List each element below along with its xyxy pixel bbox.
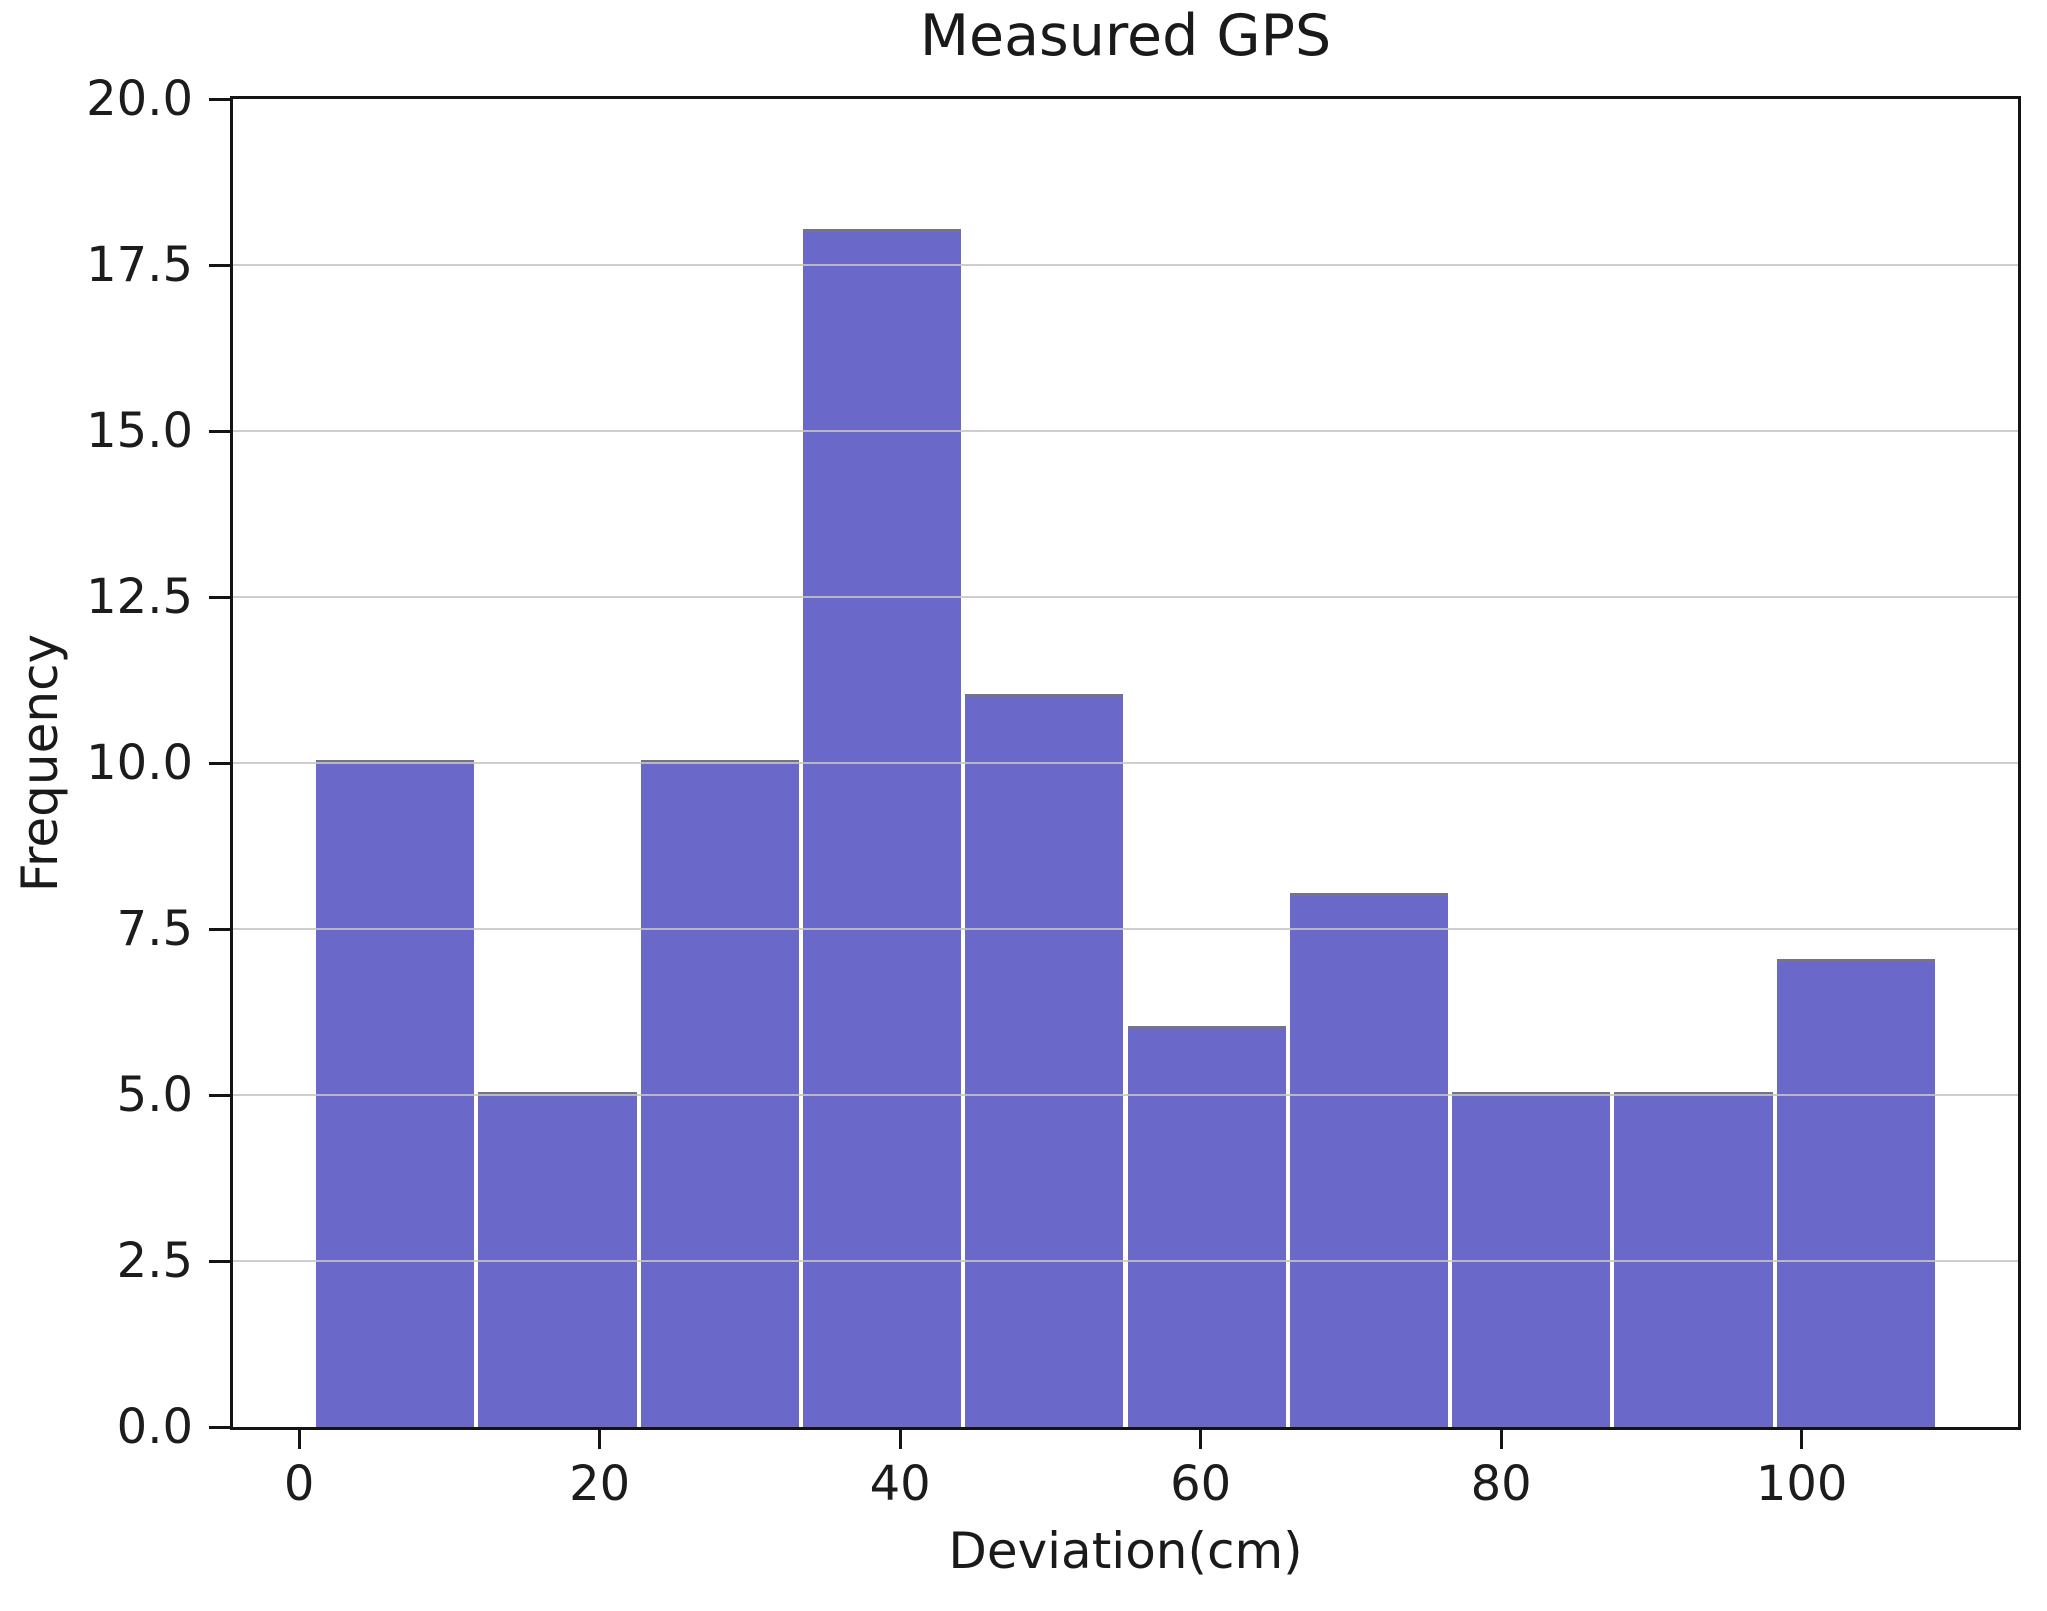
x-tick-label: 100 xyxy=(1755,1456,1848,1512)
gridline xyxy=(233,762,2018,764)
y-tick-label: 12.5 xyxy=(86,569,193,625)
histogram-bar xyxy=(1614,1092,1773,1427)
y-tick-label: 10.0 xyxy=(86,735,193,791)
histogram-bar xyxy=(802,228,962,1427)
x-tick-label: 40 xyxy=(869,1456,931,1512)
histogram-bar xyxy=(640,760,799,1427)
y-axis-tick xyxy=(209,1093,230,1097)
histogram-bar xyxy=(1289,892,1449,1427)
gridline xyxy=(233,596,2018,598)
x-tick-label: 0 xyxy=(283,1456,315,1512)
y-axis-tick xyxy=(209,1425,230,1429)
x-tick-label: 80 xyxy=(1470,1456,1532,1512)
gridline xyxy=(233,1094,2018,1096)
x-axis-label: Deviation(cm) xyxy=(948,1522,1303,1580)
histogram-bar xyxy=(478,1092,637,1427)
histogram-bar xyxy=(1452,1092,1611,1427)
y-tick-label: 0.0 xyxy=(116,1399,193,1455)
x-axis-tick xyxy=(1199,1430,1203,1449)
x-axis-tick xyxy=(1499,1430,1503,1449)
plot-area: 0.0 2.5 5.0 7.5 10.0 12.5 15.0 17.5 20.0 0 20 40 60 8… xyxy=(86,75,2021,1508)
x-axis-tick xyxy=(598,1430,602,1449)
y-axis-tick xyxy=(209,1259,230,1263)
histogram-bar xyxy=(1776,959,1935,1427)
gridline xyxy=(233,928,2018,930)
y-axis-tick xyxy=(209,595,230,599)
histogram-bar xyxy=(316,760,475,1427)
gridline xyxy=(233,264,2018,266)
histogram-bar xyxy=(1127,1025,1286,1427)
y-axis-tick xyxy=(209,263,230,267)
y-tick-label: 20.0 xyxy=(86,71,193,127)
x-tick-label: 60 xyxy=(1170,1456,1232,1512)
x-axis-tick xyxy=(297,1430,301,1449)
y-axis-tick xyxy=(209,97,230,101)
y-tick-label: 15.0 xyxy=(86,403,193,459)
y-axis-tick xyxy=(209,761,230,765)
chart-title: Measured GPS xyxy=(919,3,1332,69)
gridline xyxy=(233,1260,2018,1262)
y-tick-label: 5.0 xyxy=(116,1067,193,1123)
x-axis-tick xyxy=(1800,1430,1804,1449)
x-tick-label: 20 xyxy=(569,1456,631,1512)
gridline xyxy=(233,430,2018,432)
y-axis-tick xyxy=(209,429,230,433)
histogram-bar xyxy=(965,693,1124,1427)
y-axis-tick xyxy=(209,927,230,931)
y-tick-label: 17.5 xyxy=(86,237,193,293)
y-tick-label: 7.5 xyxy=(116,901,193,957)
y-tick-label: 2.5 xyxy=(116,1233,193,1289)
x-axis-tick xyxy=(898,1430,902,1449)
